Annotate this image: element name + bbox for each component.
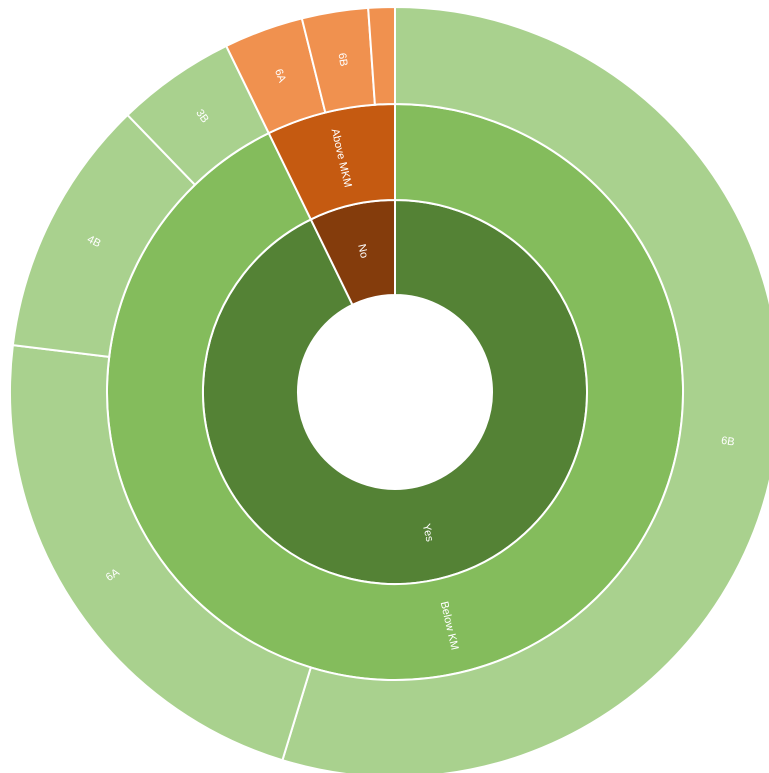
segment-label: 6B	[335, 52, 349, 67]
segment-label: Yes	[420, 523, 436, 544]
sunburst-segment	[281, 5, 769, 773]
sunburst-segment	[367, 5, 396, 106]
segment-label: No	[355, 243, 370, 259]
segment-label: 6B	[720, 435, 735, 449]
segment-label: 4B	[85, 233, 102, 250]
segment-label: 6A	[272, 67, 288, 84]
